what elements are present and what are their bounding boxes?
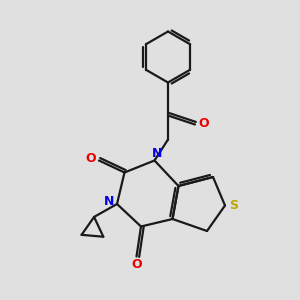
Text: O: O — [131, 257, 142, 271]
Text: N: N — [103, 195, 114, 208]
Text: O: O — [198, 116, 209, 130]
Text: S: S — [229, 199, 238, 212]
Text: N: N — [152, 147, 162, 161]
Text: O: O — [85, 152, 96, 166]
